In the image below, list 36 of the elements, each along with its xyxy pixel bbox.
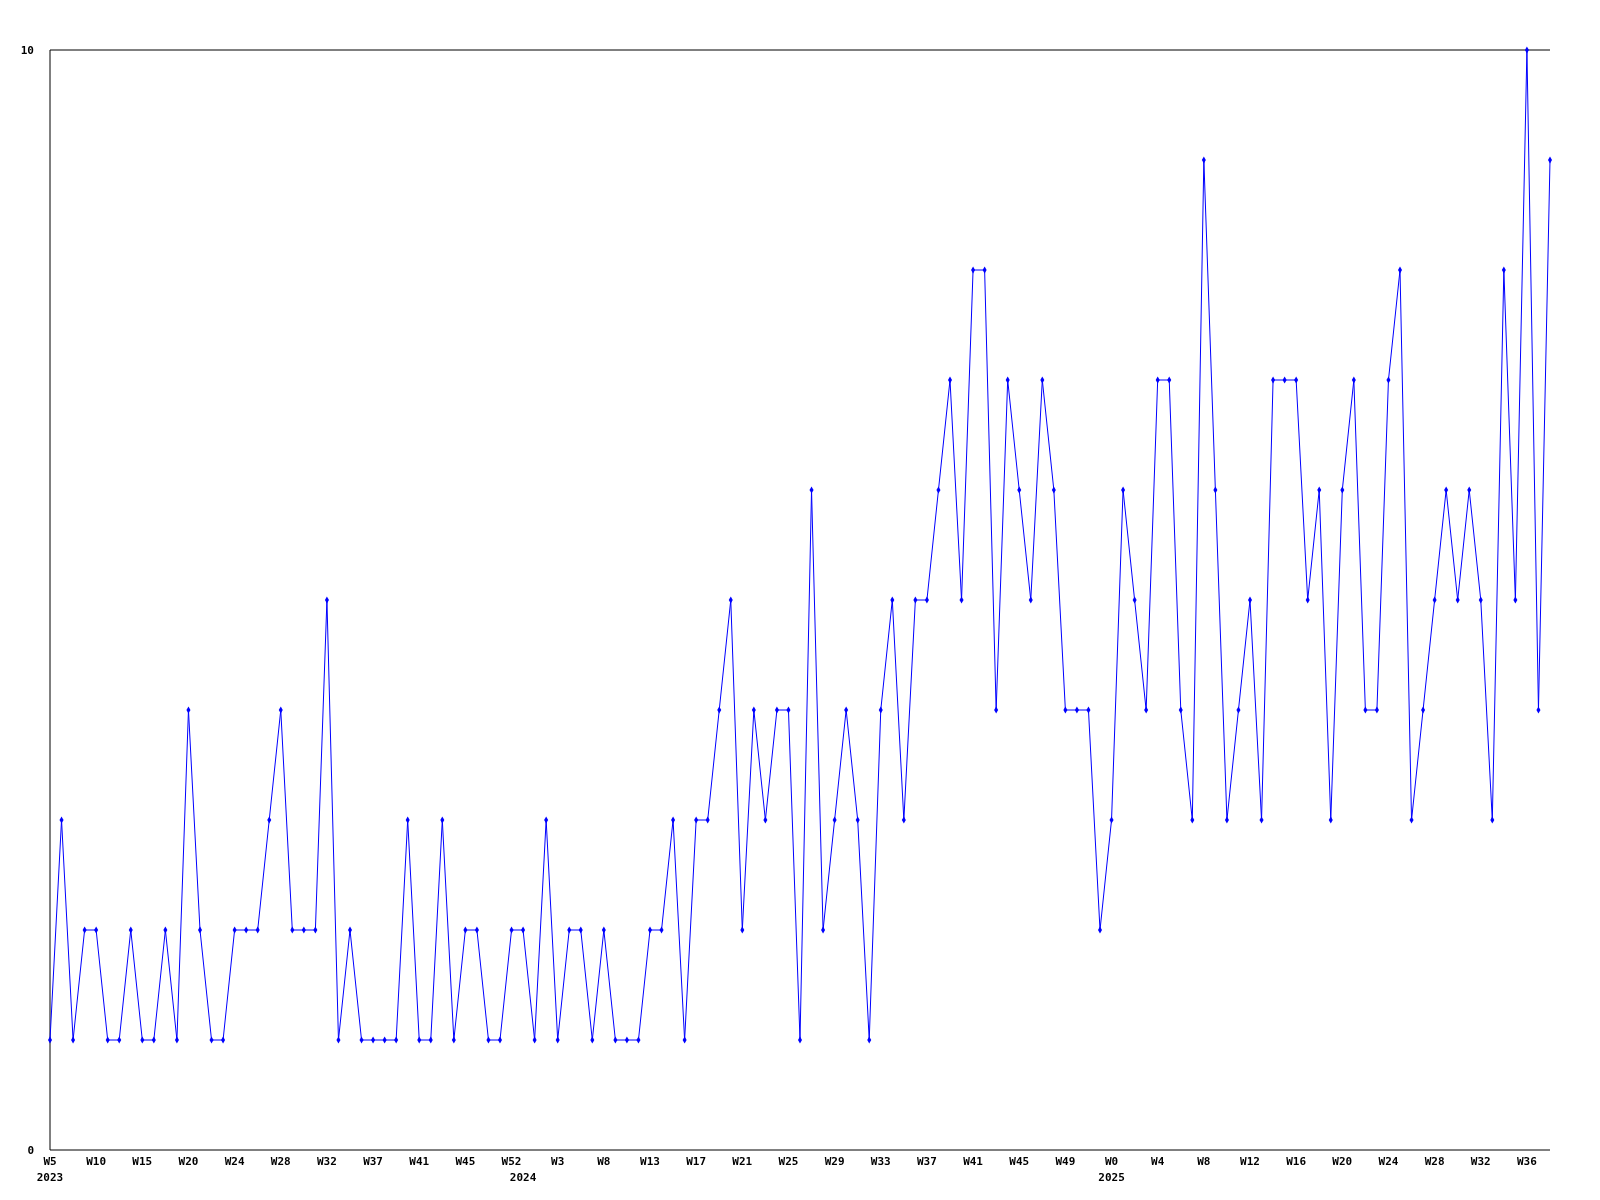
x-tick-label: W28 <box>270 1155 291 1168</box>
x-tick-label: W0 2025 <box>1098 1155 1125 1184</box>
x-tick-label: W17 <box>686 1155 707 1168</box>
x-tick-label: W20 <box>178 1155 199 1168</box>
x-tick-label: W5 2023 <box>36 1155 64 1184</box>
x-tick-label: W16 <box>1286 1155 1307 1168</box>
x-tick-label: W20 <box>1332 1155 1353 1168</box>
x-tick-label: W13 <box>640 1155 660 1168</box>
x-tick-label: 2024 <box>509 1171 537 1184</box>
x-tick-label: W12 <box>1240 1155 1260 1168</box>
x-tick-label: W32 <box>1470 1155 1491 1168</box>
x-tick-label: W24 <box>1378 1155 1399 1168</box>
x-tick-label: W8 <box>597 1155 611 1168</box>
x-tick-label: W41 <box>409 1155 430 1168</box>
x-tick-label: W32 <box>316 1155 337 1168</box>
x-tick-label: W28 <box>1424 1155 1445 1168</box>
x-tick-label: W8 <box>1197 1155 1211 1168</box>
y-tick-label: 0 <box>27 1143 34 1157</box>
x-tick-label: W10 <box>86 1155 107 1168</box>
x-tick-label: W36 <box>1516 1155 1538 1168</box>
x-tick-label: W49 <box>1055 1155 1076 1168</box>
x-tick-label: W45 <box>455 1155 476 1168</box>
y-tick-label: 10 <box>20 43 34 57</box>
x-tick-label: W25 <box>778 1155 799 1168</box>
x-tick-label: W45 <box>1009 1155 1030 1168</box>
x-tick-label: W21 <box>732 1155 753 1168</box>
x-tick-label: W29 <box>824 1155 845 1168</box>
x-tick-label: W37 <box>363 1155 384 1168</box>
x-tick-label: W37 <box>916 1155 937 1168</box>
x-tick-label: W33 <box>870 1155 891 1168</box>
x-tick-label: W4 <box>1151 1155 1165 1168</box>
x-tick-label: W52 <box>501 1155 522 1168</box>
x-tick-label: W41 <box>963 1155 984 1168</box>
x-tick-label: W24 <box>224 1155 245 1168</box>
x-tick-label: W15 <box>132 1155 153 1168</box>
x-tick-label: W3 <box>551 1155 565 1168</box>
